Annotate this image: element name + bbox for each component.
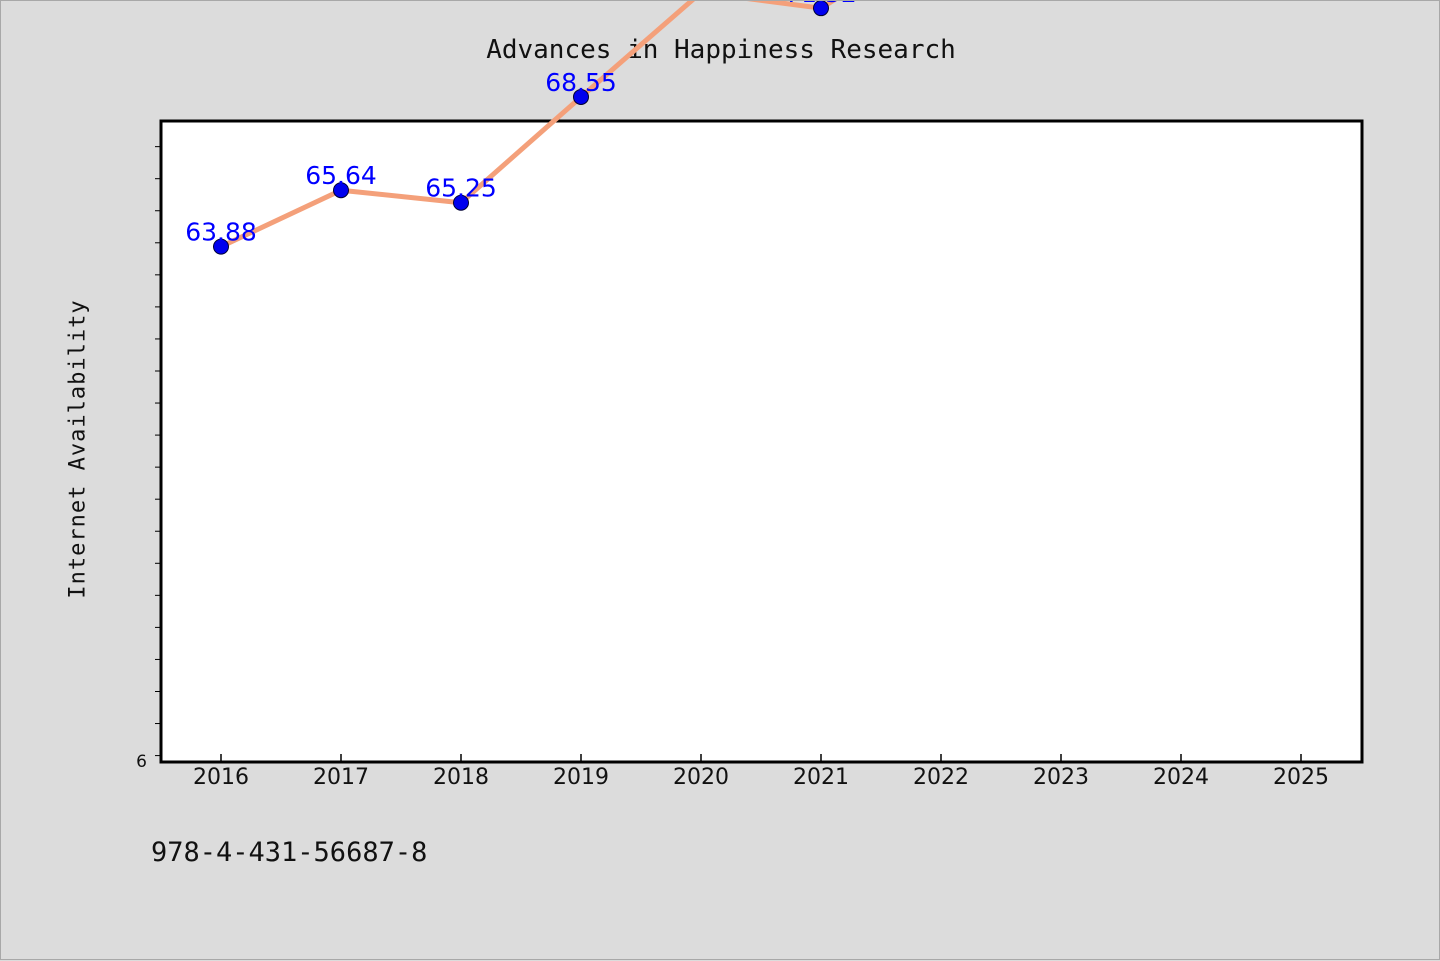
data-label: 63.88 (185, 218, 257, 247)
data-point (573, 88, 589, 105)
data-point (813, 1, 829, 17)
x-tick-label: 2017 (313, 765, 369, 790)
x-tick-label: 2025 (1273, 765, 1329, 790)
data-label: 65.64 (305, 161, 377, 190)
series-line (218, 1, 838, 250)
x-tick-label: 2020 (673, 765, 729, 790)
data-label: 71.32 (785, 1, 857, 8)
isbn-footnote: 978-4-431-56687-8 (151, 837, 428, 868)
x-tick-label: 2024 (1153, 765, 1209, 790)
x-tick-label: 2019 (553, 765, 609, 790)
x-tick-label: 2018 (433, 765, 489, 790)
x-tick-label: 2021 (793, 765, 849, 790)
data-point (333, 182, 349, 199)
data-label: 68.55 (545, 68, 617, 97)
chart-title: Advances in Happiness Research (486, 35, 956, 65)
data-point (453, 194, 469, 211)
data-label: 65.25 (425, 174, 497, 203)
y-tick-label: 6 (136, 752, 147, 772)
plot-area (159, 119, 1364, 764)
x-tick-label: 2023 (1033, 765, 1089, 790)
x-tick-label: 2016 (193, 765, 249, 790)
data-point (213, 238, 229, 255)
x-tick-label: 2022 (913, 765, 969, 790)
